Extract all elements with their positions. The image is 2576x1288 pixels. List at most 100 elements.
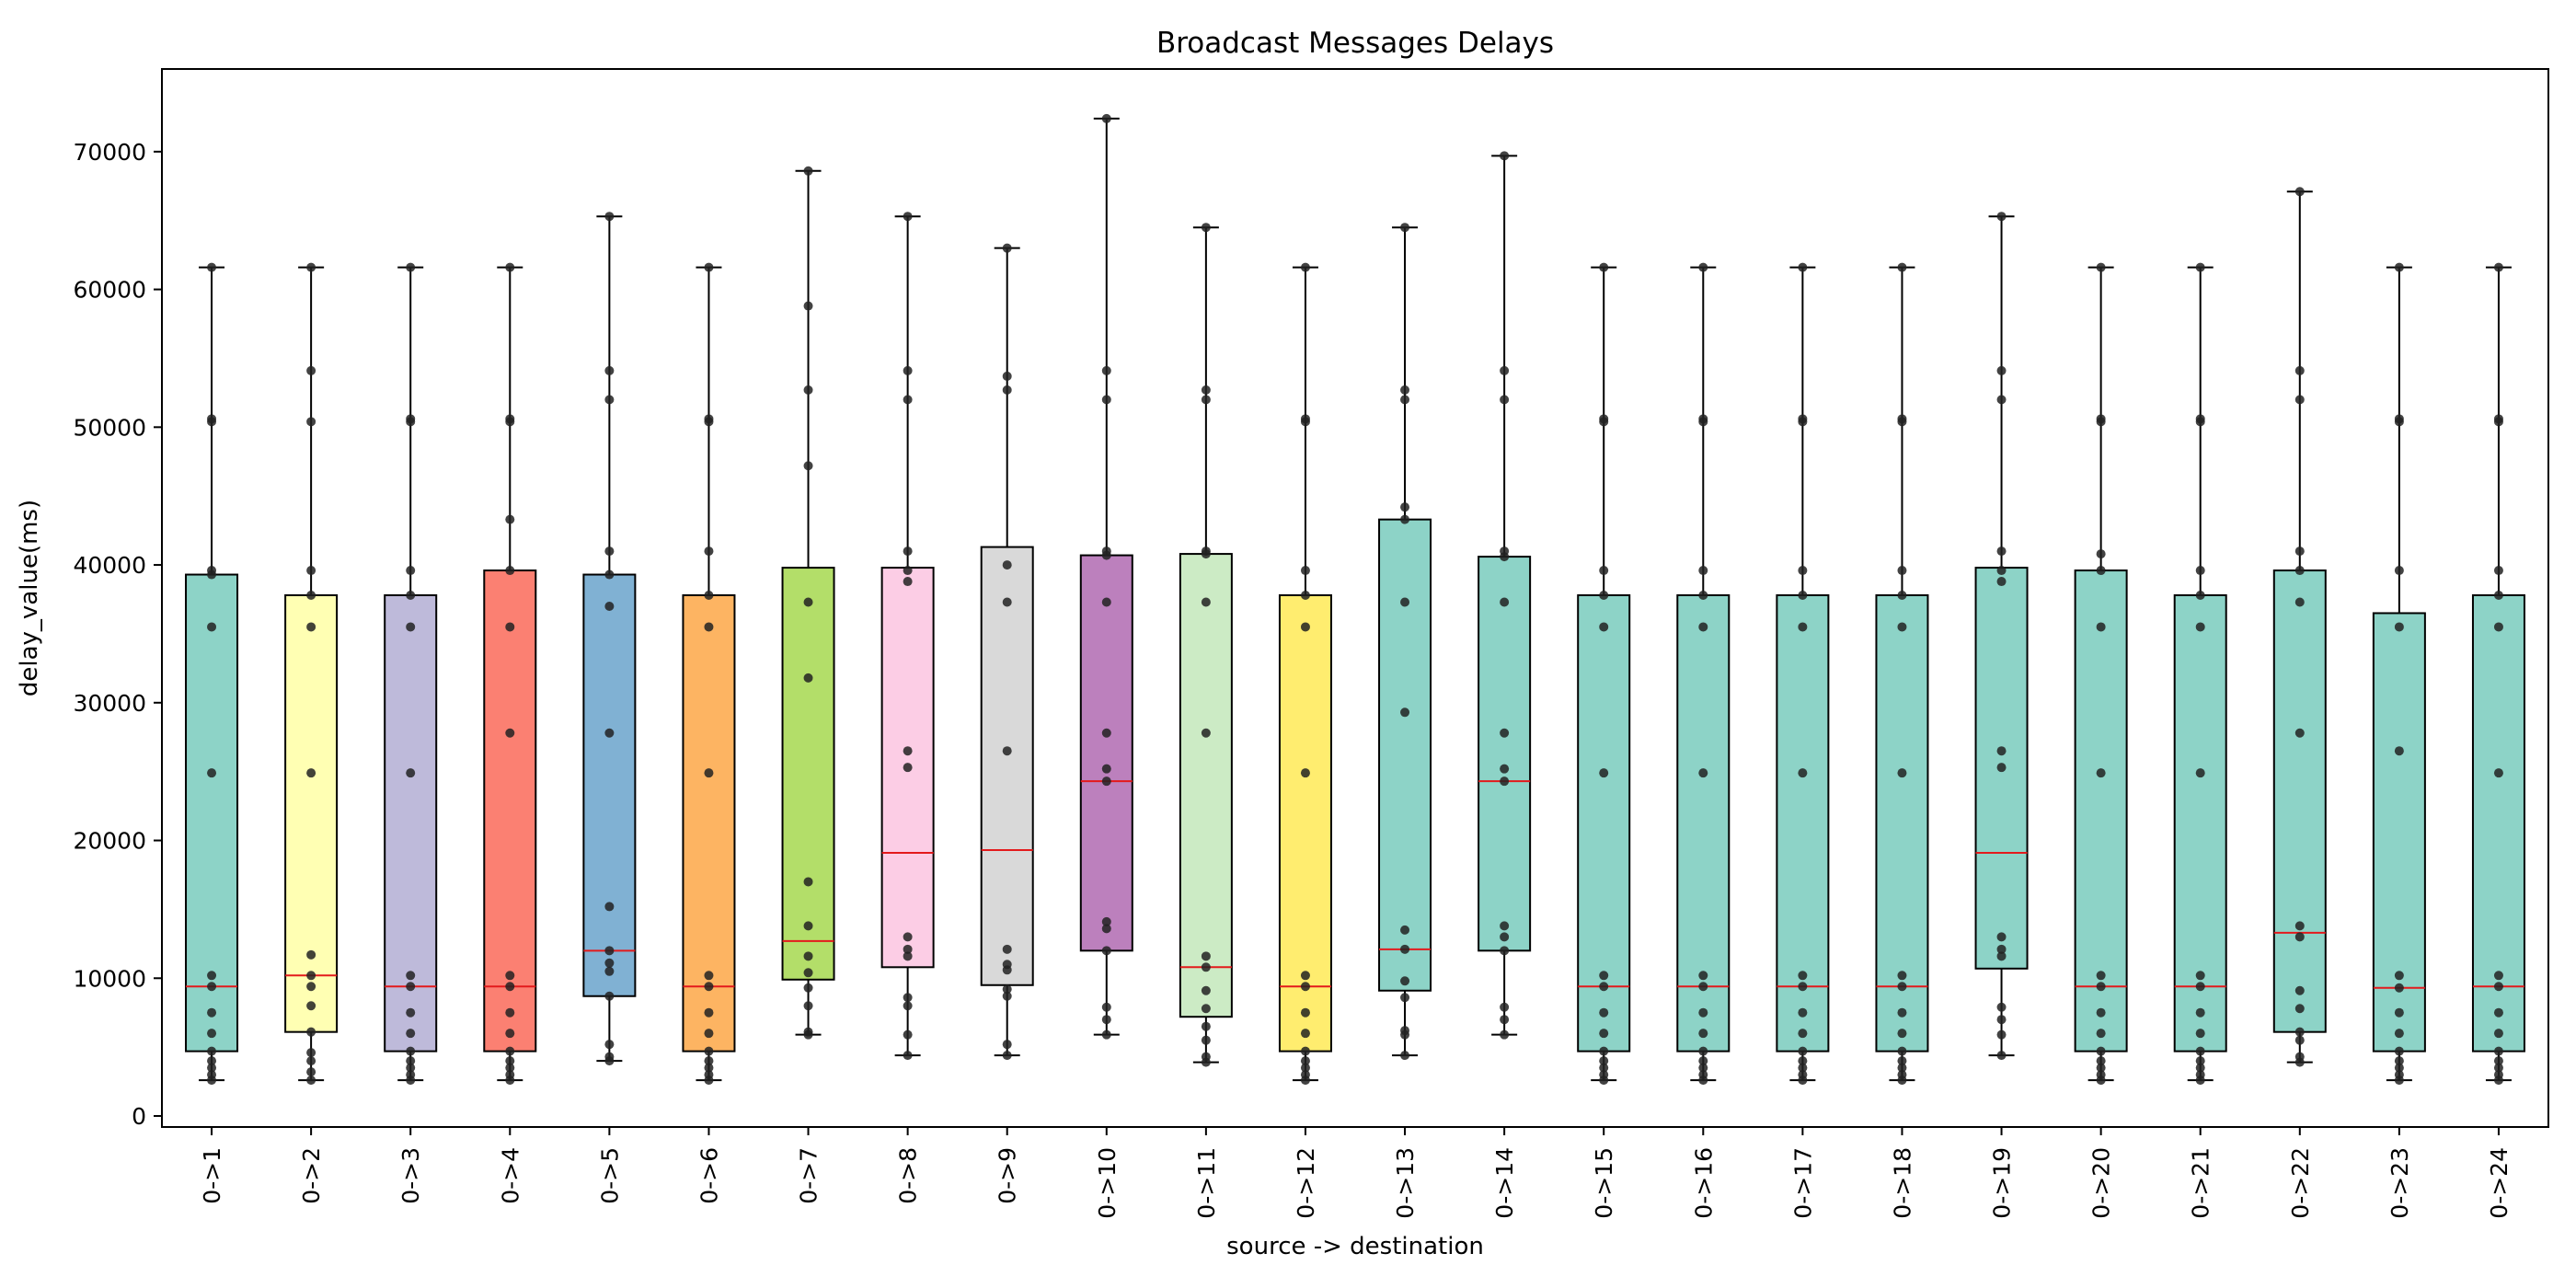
data-point [604, 958, 615, 968]
data-point [1996, 932, 2007, 942]
data-point [704, 1070, 714, 1080]
data-point [1002, 371, 1012, 381]
data-point [2195, 262, 2205, 272]
x-tick-label: 0->21 [2188, 1147, 2214, 1219]
data-point [1897, 262, 1907, 272]
data-point [1400, 385, 1410, 395]
data-point [1400, 993, 1410, 1003]
x-tick-label: 0->23 [2386, 1147, 2413, 1219]
data-point [505, 514, 515, 524]
data-point [903, 763, 913, 773]
x-tick-label: 0->4 [497, 1147, 523, 1204]
box-0->5 [582, 212, 637, 1066]
data-point [1201, 223, 1211, 233]
data-point [803, 968, 813, 978]
data-point [903, 395, 913, 405]
box-0->22 [2272, 187, 2327, 1067]
data-point [2493, 566, 2503, 576]
data-point [306, 1027, 316, 1037]
data-point [2493, 1029, 2503, 1039]
data-point [1599, 591, 1609, 601]
data-point [1599, 566, 1609, 576]
data-point [1002, 960, 1012, 970]
x-axis-label: source -> destination [1226, 1233, 1484, 1260]
box-0->9 [980, 243, 1034, 1061]
data-point [1599, 1029, 1609, 1039]
data-point [1400, 944, 1410, 954]
data-point [505, 1029, 515, 1039]
data-point [2394, 1007, 2404, 1018]
data-point [1002, 597, 1012, 607]
x-tick-label: 0->5 [596, 1147, 623, 1204]
data-point [1002, 1040, 1012, 1050]
data-point [1897, 982, 1907, 992]
plot-area-frame [161, 68, 2549, 1128]
x-tick-label: 0->8 [895, 1147, 922, 1204]
data-point [1996, 746, 2007, 756]
data-point [2394, 746, 2404, 756]
data-point [1300, 1029, 1310, 1039]
data-point [1400, 925, 1410, 935]
data-point [1400, 395, 1410, 405]
data-point [1500, 776, 1510, 787]
data-point [2394, 622, 2404, 632]
data-point [505, 971, 515, 981]
data-point [505, 566, 515, 576]
data-point [604, 902, 615, 912]
data-point [406, 262, 416, 272]
data-point [406, 768, 416, 778]
data-point [1996, 1015, 2007, 1025]
data-point [1500, 597, 1510, 607]
data-point [207, 1063, 217, 1073]
data-point [207, 1046, 217, 1056]
data-point [1996, 1002, 2007, 1012]
box-0->16 [1676, 262, 1731, 1086]
data-point [2394, 1029, 2404, 1039]
data-point [803, 951, 813, 961]
data-point [406, 566, 416, 576]
box-body [2272, 569, 2327, 1033]
data-point [406, 591, 416, 601]
y-axis-label: delay_value(ms) [16, 500, 43, 696]
data-point [604, 1040, 615, 1050]
data-point [1996, 212, 2007, 222]
data-point [2394, 566, 2404, 576]
data-point [2096, 982, 2106, 992]
data-point [704, 546, 714, 557]
box-body [1378, 518, 1432, 992]
data-point [505, 414, 515, 424]
data-point [1500, 395, 1510, 405]
data-point [903, 1001, 913, 1011]
data-point [2294, 566, 2305, 576]
data-point [1201, 728, 1211, 738]
data-point [803, 597, 813, 607]
data-point [1201, 1021, 1211, 1031]
data-point [1996, 944, 2007, 954]
data-point [2096, 622, 2106, 632]
data-point [2195, 1063, 2205, 1073]
data-point [1698, 566, 1708, 576]
data-point [2096, 1056, 2106, 1066]
data-point [1599, 1007, 1609, 1018]
y-axis: 0 10000 20000 30000 40000 50000 60000 70000 [73, 139, 162, 1130]
data-point [903, 566, 913, 576]
data-point [505, 1056, 515, 1066]
data-point [2096, 262, 2106, 272]
data-point [1300, 1046, 1310, 1056]
data-point [2195, 1070, 2205, 1080]
y-tick-label: 20000 [73, 828, 146, 855]
y-tick-label: 0 [132, 1103, 146, 1130]
x-tick-label: 0->15 [1591, 1147, 1617, 1219]
data-point [604, 1052, 615, 1062]
data-point [406, 971, 416, 981]
data-point [406, 1063, 416, 1073]
data-point [207, 414, 217, 424]
data-point [803, 166, 813, 176]
data-point [406, 1046, 416, 1056]
data-point [1201, 985, 1211, 995]
data-point [2096, 1046, 2106, 1056]
data-point [1698, 1063, 1708, 1073]
data-point [207, 566, 217, 576]
data-point [207, 971, 217, 981]
